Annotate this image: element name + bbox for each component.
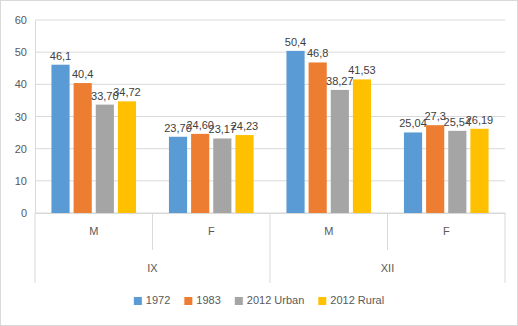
data-label: 46,8 — [307, 47, 328, 59]
category-separator — [387, 213, 388, 250]
legend-item: 2012 Urban — [235, 294, 305, 306]
grid-line — [35, 20, 505, 21]
bar — [470, 129, 488, 213]
grid-line — [35, 84, 505, 85]
tick-label: F — [208, 225, 215, 237]
data-label: 24,23 — [231, 120, 259, 132]
tick: 0 — [21, 207, 35, 219]
data-label: 26,19 — [466, 114, 494, 126]
bar — [309, 62, 327, 213]
legend-item: 1972 — [134, 294, 170, 306]
tick-label: 0 — [21, 207, 27, 219]
data-label: 34,72 — [113, 86, 141, 98]
data-label: 40,4 — [72, 68, 93, 80]
data-label: 50,4 — [285, 36, 306, 48]
tick-label: 50 — [15, 46, 27, 58]
legend-item: 2012 Rural — [318, 294, 384, 306]
bars — [51, 51, 488, 213]
bar — [353, 79, 371, 213]
chart-frame — [1, 1, 518, 326]
bar — [96, 105, 114, 213]
legend-swatch — [318, 297, 326, 305]
legend-label: 2012 Rural — [330, 294, 384, 306]
legend-label: 1972 — [146, 294, 170, 306]
data-label: 25,04 — [399, 117, 427, 129]
tick: 30 — [15, 111, 35, 123]
group-separator — [270, 213, 271, 283]
group-separator — [35, 213, 36, 283]
bar — [213, 138, 231, 213]
data-label: 46,1 — [50, 50, 71, 62]
axis-line — [35, 21, 36, 214]
grid-line — [35, 52, 505, 53]
group-label: XII — [381, 262, 394, 274]
tick: M — [89, 213, 98, 237]
category-separators — [35, 213, 505, 283]
group-labels: IX XII — [147, 262, 394, 274]
bar — [448, 131, 466, 213]
data-label: 41,53 — [348, 64, 376, 76]
tick-label: M — [324, 225, 333, 237]
group-label: IX — [147, 262, 158, 274]
group-separator — [505, 213, 506, 283]
bar — [118, 101, 136, 213]
tick: 10 — [15, 175, 35, 187]
tick: F — [443, 213, 450, 237]
legend-swatch — [184, 297, 192, 305]
bar — [235, 135, 253, 213]
tick-label: F — [443, 225, 450, 237]
bar — [51, 65, 69, 213]
bar — [191, 134, 209, 213]
tick: 20 — [15, 143, 35, 155]
bar — [169, 137, 187, 213]
tick-label: M — [89, 225, 98, 237]
bar — [286, 51, 304, 213]
tick-label: 20 — [15, 143, 27, 155]
tick: 50 — [15, 46, 35, 58]
bar — [426, 125, 444, 213]
tick-label: 60 — [15, 14, 27, 26]
tick: 40 — [15, 78, 35, 90]
legend-label: 1983 — [196, 294, 220, 306]
grid — [35, 20, 505, 213]
tick-label: 10 — [15, 175, 27, 187]
legend: 1972 1983 2012 Urban 2012 Rural — [134, 294, 384, 306]
tick: M — [324, 213, 333, 237]
legend-item: 1983 — [184, 294, 220, 306]
bar — [331, 90, 349, 213]
tick-label: 30 — [15, 111, 27, 123]
legend-swatch — [134, 297, 142, 305]
legend-label: 2012 Urban — [247, 294, 305, 306]
data-label: 38,27 — [326, 75, 354, 87]
legend-swatch — [235, 297, 243, 305]
tick-label: 40 — [15, 78, 27, 90]
bar — [74, 83, 92, 213]
tick: 60 — [15, 14, 35, 26]
bar — [404, 132, 422, 213]
tick: F — [208, 213, 215, 237]
data-labels: 46,123,7050,425,0440,424,6046,827,333,70… — [50, 36, 493, 136]
y-axis: 0 10 20 30 40 50 60 — [15, 14, 36, 219]
category-separator — [152, 213, 153, 250]
